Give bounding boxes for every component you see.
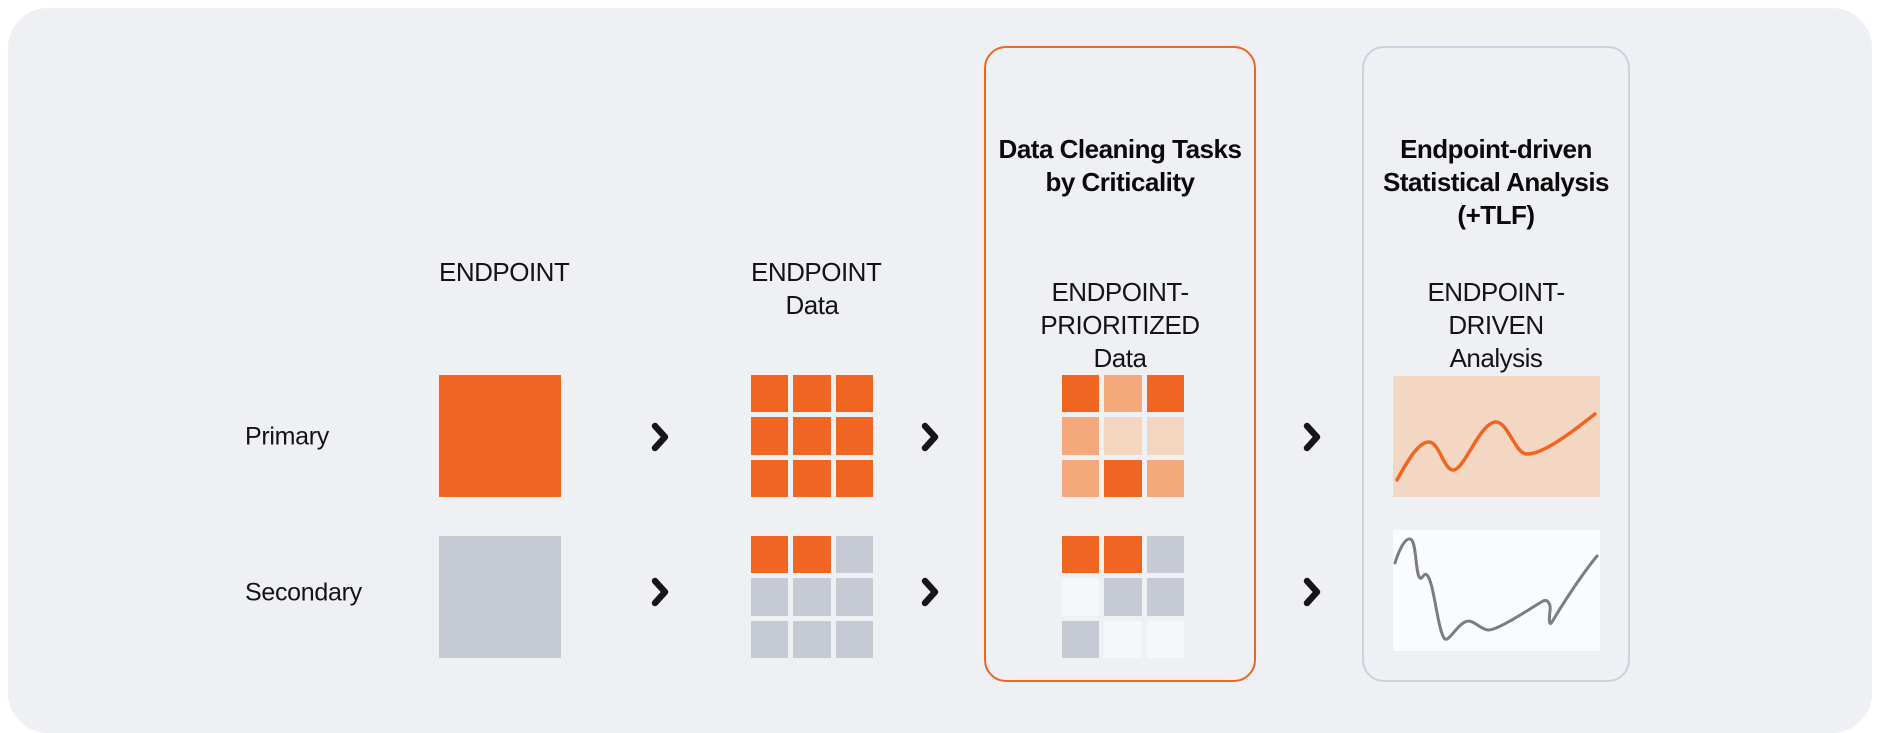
- statistical-analysis-box-title-line1: Endpoint-driven: [1400, 134, 1592, 164]
- statistical-analysis-box-sub-line1: ENDPOINT-: [1427, 277, 1565, 307]
- grid-cell: [835, 375, 873, 413]
- endpoint-data-grid-secondary: [751, 536, 873, 658]
- data-cleaning-box-title: Data Cleaning Tasks by Criticality: [986, 133, 1254, 199]
- statistical-analysis-box-sub-line2: DRIVEN: [1448, 310, 1544, 340]
- data-cleaning-box: Data Cleaning Tasks by Criticality ENDPO…: [984, 46, 1256, 682]
- grid-cell: [1104, 459, 1142, 497]
- analysis-chart-secondary: [1393, 530, 1600, 651]
- grid-cell: [751, 417, 789, 455]
- endpoint-data-grid-primary: [751, 375, 873, 497]
- column-header-endpoint-data-line1: ENDPOINT: [751, 257, 882, 287]
- grid-cell: [793, 536, 831, 574]
- grid-cell: [793, 620, 831, 658]
- grid-cell: [1146, 459, 1184, 497]
- grid-cell: [835, 536, 873, 574]
- primary-trend-line: [1395, 412, 1597, 482]
- column-header-endpoint: ENDPOINT: [439, 256, 570, 289]
- grid-cell: [1062, 620, 1100, 658]
- line-chart-icon: [1393, 537, 1599, 641]
- grid-cell: [1146, 417, 1184, 455]
- chevron-right-stroke: [651, 422, 669, 452]
- grid-cell: [1104, 536, 1142, 574]
- row-label-secondary: Secondary: [245, 578, 362, 607]
- column-header-endpoint-data-line2: Data: [785, 290, 839, 320]
- chevron-right-icon: [921, 577, 939, 607]
- grid-cell: [1104, 578, 1142, 616]
- grid-cell: [1146, 578, 1184, 616]
- endpoint-square-primary: [439, 375, 561, 497]
- statistical-analysis-box-sub-line3: Analysis: [1449, 343, 1543, 373]
- statistical-analysis-box-title: Endpoint-driven Statistical Analysis (+T…: [1364, 133, 1628, 232]
- chevron-right-stroke: [651, 577, 669, 607]
- secondary-trend-line: [1393, 537, 1599, 641]
- data-cleaning-box-sub-line3: Data: [1093, 343, 1147, 373]
- statistical-analysis-box-subheader: ENDPOINT- DRIVEN Analysis: [1364, 276, 1628, 375]
- prioritized-grid-secondary: [1062, 536, 1184, 658]
- grid-cell: [751, 578, 789, 616]
- chevron-right-icon: [1303, 422, 1321, 452]
- grid-cell: [751, 375, 789, 413]
- grid-cell: [1104, 375, 1142, 413]
- grid-cell: [1146, 536, 1184, 574]
- grid-cell: [835, 417, 873, 455]
- endpoint-square-secondary: [439, 536, 561, 658]
- chevron-right-icon: [651, 422, 669, 452]
- chevron-right-icon: [1303, 577, 1321, 607]
- grid-cell: [1146, 620, 1184, 658]
- grid-cell: [1062, 417, 1100, 455]
- chevron-right-stroke: [921, 422, 939, 452]
- chevron-right-stroke: [921, 577, 939, 607]
- grid-cell: [751, 459, 789, 497]
- grid-cell: [1104, 620, 1142, 658]
- grid-cell: [1146, 375, 1184, 413]
- prioritized-grid-primary: [1062, 375, 1184, 497]
- column-header-endpoint-data: ENDPOINT Data: [751, 256, 882, 322]
- grid-cell: [1104, 417, 1142, 455]
- grid-cell: [751, 536, 789, 574]
- data-cleaning-box-sub-line1: ENDPOINT-: [1051, 277, 1189, 307]
- grid-cell: [793, 417, 831, 455]
- grid-cell: [793, 375, 831, 413]
- grid-cell: [793, 578, 831, 616]
- chevron-right-stroke: [1303, 577, 1321, 607]
- statistical-analysis-box-title-line3: (+TLF): [1457, 200, 1535, 230]
- data-cleaning-box-sub-line2: PRIORITIZED: [1040, 310, 1200, 340]
- line-chart-icon: [1395, 412, 1597, 482]
- grid-cell: [835, 459, 873, 497]
- grid-cell: [793, 459, 831, 497]
- grid-cell: [751, 620, 789, 658]
- chevron-right-icon: [921, 422, 939, 452]
- grid-cell: [1062, 375, 1100, 413]
- statistical-analysis-box-title-line2: Statistical Analysis: [1382, 167, 1610, 197]
- data-cleaning-box-title-line2: by Criticality: [1045, 167, 1195, 197]
- grid-cell: [835, 620, 873, 658]
- chevron-right-icon: [651, 577, 669, 607]
- grid-cell: [835, 578, 873, 616]
- data-cleaning-box-subheader: ENDPOINT- PRIORITIZED Data: [986, 276, 1254, 375]
- grid-cell: [1062, 536, 1100, 574]
- data-cleaning-box-title-line1: Data Cleaning Tasks: [998, 134, 1242, 164]
- grid-cell: [1062, 459, 1100, 497]
- analysis-chart-primary: [1393, 376, 1600, 497]
- chevron-right-stroke: [1303, 422, 1321, 452]
- grid-cell: [1062, 578, 1100, 616]
- column-header-endpoint-line: ENDPOINT: [439, 257, 570, 287]
- statistical-analysis-box: Endpoint-driven Statistical Analysis (+T…: [1362, 46, 1630, 682]
- row-label-primary: Primary: [245, 422, 330, 451]
